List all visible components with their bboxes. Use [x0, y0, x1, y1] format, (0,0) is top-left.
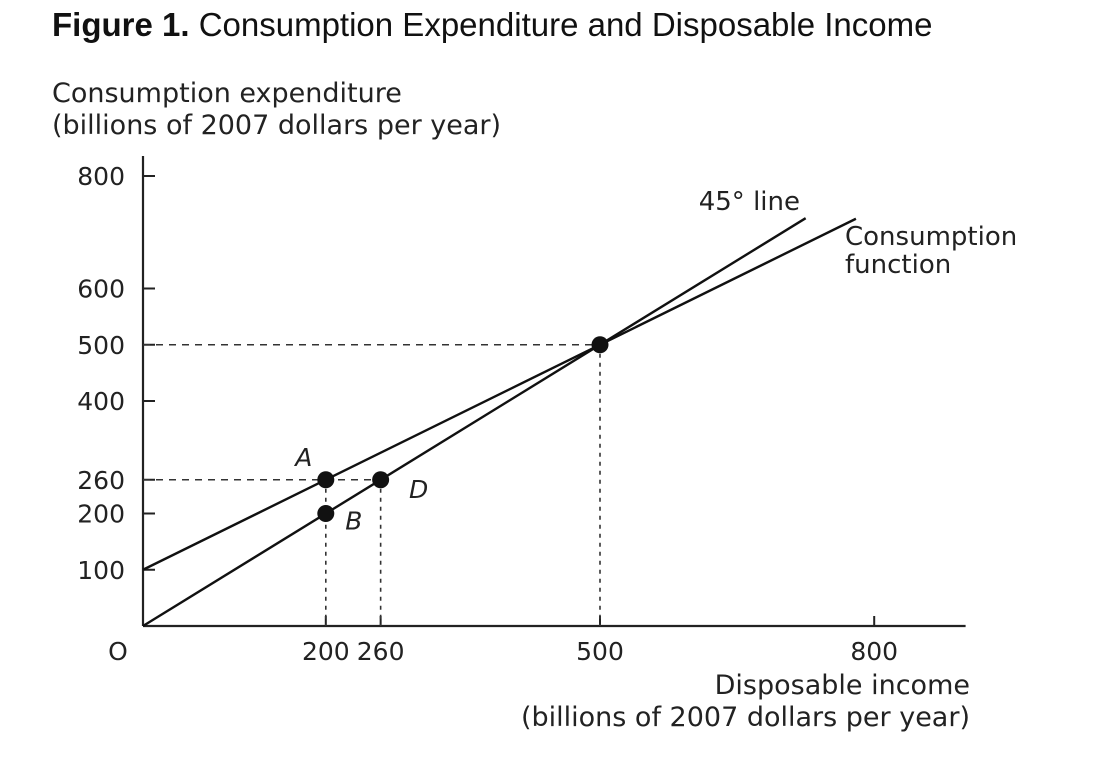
point-label-a: A [293, 443, 312, 472]
figure-title-text: Consumption Expenditure and Disposable I… [198, 6, 933, 43]
y-tick-label: 500 [77, 331, 125, 360]
origin-label: O [108, 637, 128, 666]
point-b [317, 505, 335, 522]
x-tick-label: 500 [576, 637, 624, 666]
series-label-45-degree: 45° line [699, 187, 800, 217]
figure-title: Figure 1. Consumption Expenditure and Di… [52, 6, 932, 44]
x-axis-label: (billions of 2007 dollars per year) [521, 702, 970, 733]
x-tick-label: 260 [357, 637, 405, 666]
point-label-b: B [345, 507, 362, 536]
point-label-d: D [409, 475, 428, 504]
x-axis-label: Disposable income [715, 670, 970, 701]
y-tick-label: 200 [77, 500, 125, 529]
point-equilibrium [591, 336, 609, 354]
figure-title-prefix: Figure 1. [52, 6, 190, 43]
point-d [372, 471, 390, 489]
y-tick-label: 800 [77, 162, 125, 191]
y-axis-label: (billions of 2007 dollars per year) [52, 110, 501, 141]
y-tick-label: 400 [77, 387, 125, 416]
series-line-consumption-function [142, 217, 857, 571]
y-axis-label: Consumption expenditure [52, 78, 402, 109]
point-a [317, 471, 335, 489]
y-tick-label: 100 [77, 556, 125, 585]
series-label-consumption-function: Consumption [845, 222, 1017, 252]
x-tick-label: 200 [302, 637, 350, 666]
y-tick-label: 260 [77, 466, 125, 495]
series-line-45-degree [142, 217, 807, 628]
x-tick-label: 800 [850, 637, 898, 666]
series-label-consumption-function: function [845, 250, 951, 280]
y-tick-label: 600 [77, 275, 125, 304]
